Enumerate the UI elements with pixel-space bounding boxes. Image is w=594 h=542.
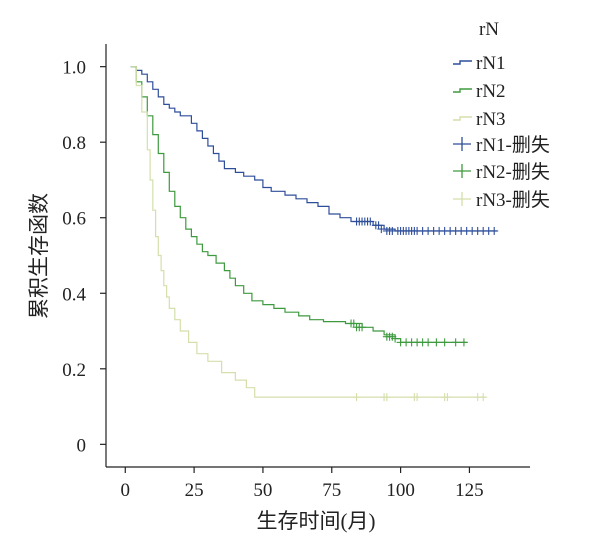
censor-mark-rn1 xyxy=(490,226,499,235)
y-tick-label: 0.2 xyxy=(62,360,86,381)
y-tick-label: 0.6 xyxy=(62,209,86,230)
y-tick-label: 0 xyxy=(77,435,87,456)
censor-mark-rn3 xyxy=(443,393,452,402)
x-tick-label: 75 xyxy=(322,480,341,501)
series-line-rn2 xyxy=(130,66,467,343)
series-line-rn1 xyxy=(130,66,497,232)
censor-mark-rn2 xyxy=(459,338,468,347)
legend: rN rN1 rN2 rN3 rN1-删失 rN2-删失 rN3-删失 xyxy=(453,19,550,211)
censor-mark-rn3 xyxy=(413,393,422,402)
censor-mark-rn2 xyxy=(440,338,449,347)
legend-line-swatch xyxy=(453,116,472,121)
y-tick-label: 0.8 xyxy=(62,133,86,154)
legend-item: rN1 xyxy=(453,53,506,74)
x-tick-label: 125 xyxy=(455,480,484,501)
legend-label: rN1 xyxy=(476,53,506,74)
censor-mark-rn2 xyxy=(451,338,460,347)
legend-label: rN1-删失 xyxy=(476,134,550,156)
legend-item: rN1-删失 xyxy=(453,134,550,156)
axes: 0 25 50 75 100 125 1.0 0.8 0.6 0.4 0.2 0 xyxy=(62,44,530,501)
plot-series xyxy=(130,66,499,402)
censor-mark-rn1 xyxy=(377,225,386,234)
legend-item: rN3-删失 xyxy=(453,189,550,211)
censor-mark-rn2 xyxy=(391,334,400,343)
legend-label: rN3 xyxy=(476,109,506,130)
censor-mark-rn2 xyxy=(432,338,441,347)
censor-mark-rn2 xyxy=(358,323,367,332)
x-tick-label: 0 xyxy=(121,480,131,501)
censor-mark-rn3 xyxy=(352,393,361,402)
legend-label: rN2-删失 xyxy=(476,161,550,183)
legend-item: rN3 xyxy=(453,109,506,130)
legend-line-swatch xyxy=(453,60,472,65)
x-tick-label: 50 xyxy=(253,480,272,501)
y-tick-label: 1.0 xyxy=(62,58,86,79)
censor-mark-rn1 xyxy=(366,217,375,226)
legend-label: rN3-删失 xyxy=(476,189,550,211)
y-tick-label: 0.4 xyxy=(62,284,86,305)
censor-mark-rn3 xyxy=(382,393,391,402)
series-line-rn3 xyxy=(130,66,486,398)
legend-title: rN xyxy=(479,19,499,40)
x-tick-label: 100 xyxy=(386,480,415,501)
censor-mark-rn2 xyxy=(424,338,433,347)
y-axis-label: 累积生存函数 xyxy=(27,193,51,319)
legend-label: rN2 xyxy=(476,81,506,102)
x-axis-label: 生存时间(月) xyxy=(257,509,376,533)
x-tick-label: 25 xyxy=(185,480,204,501)
legend-item: rN2 xyxy=(453,81,506,102)
legend-item: rN2-删失 xyxy=(453,161,550,183)
legend-line-swatch xyxy=(453,88,472,93)
censor-mark-rn3 xyxy=(479,393,488,402)
